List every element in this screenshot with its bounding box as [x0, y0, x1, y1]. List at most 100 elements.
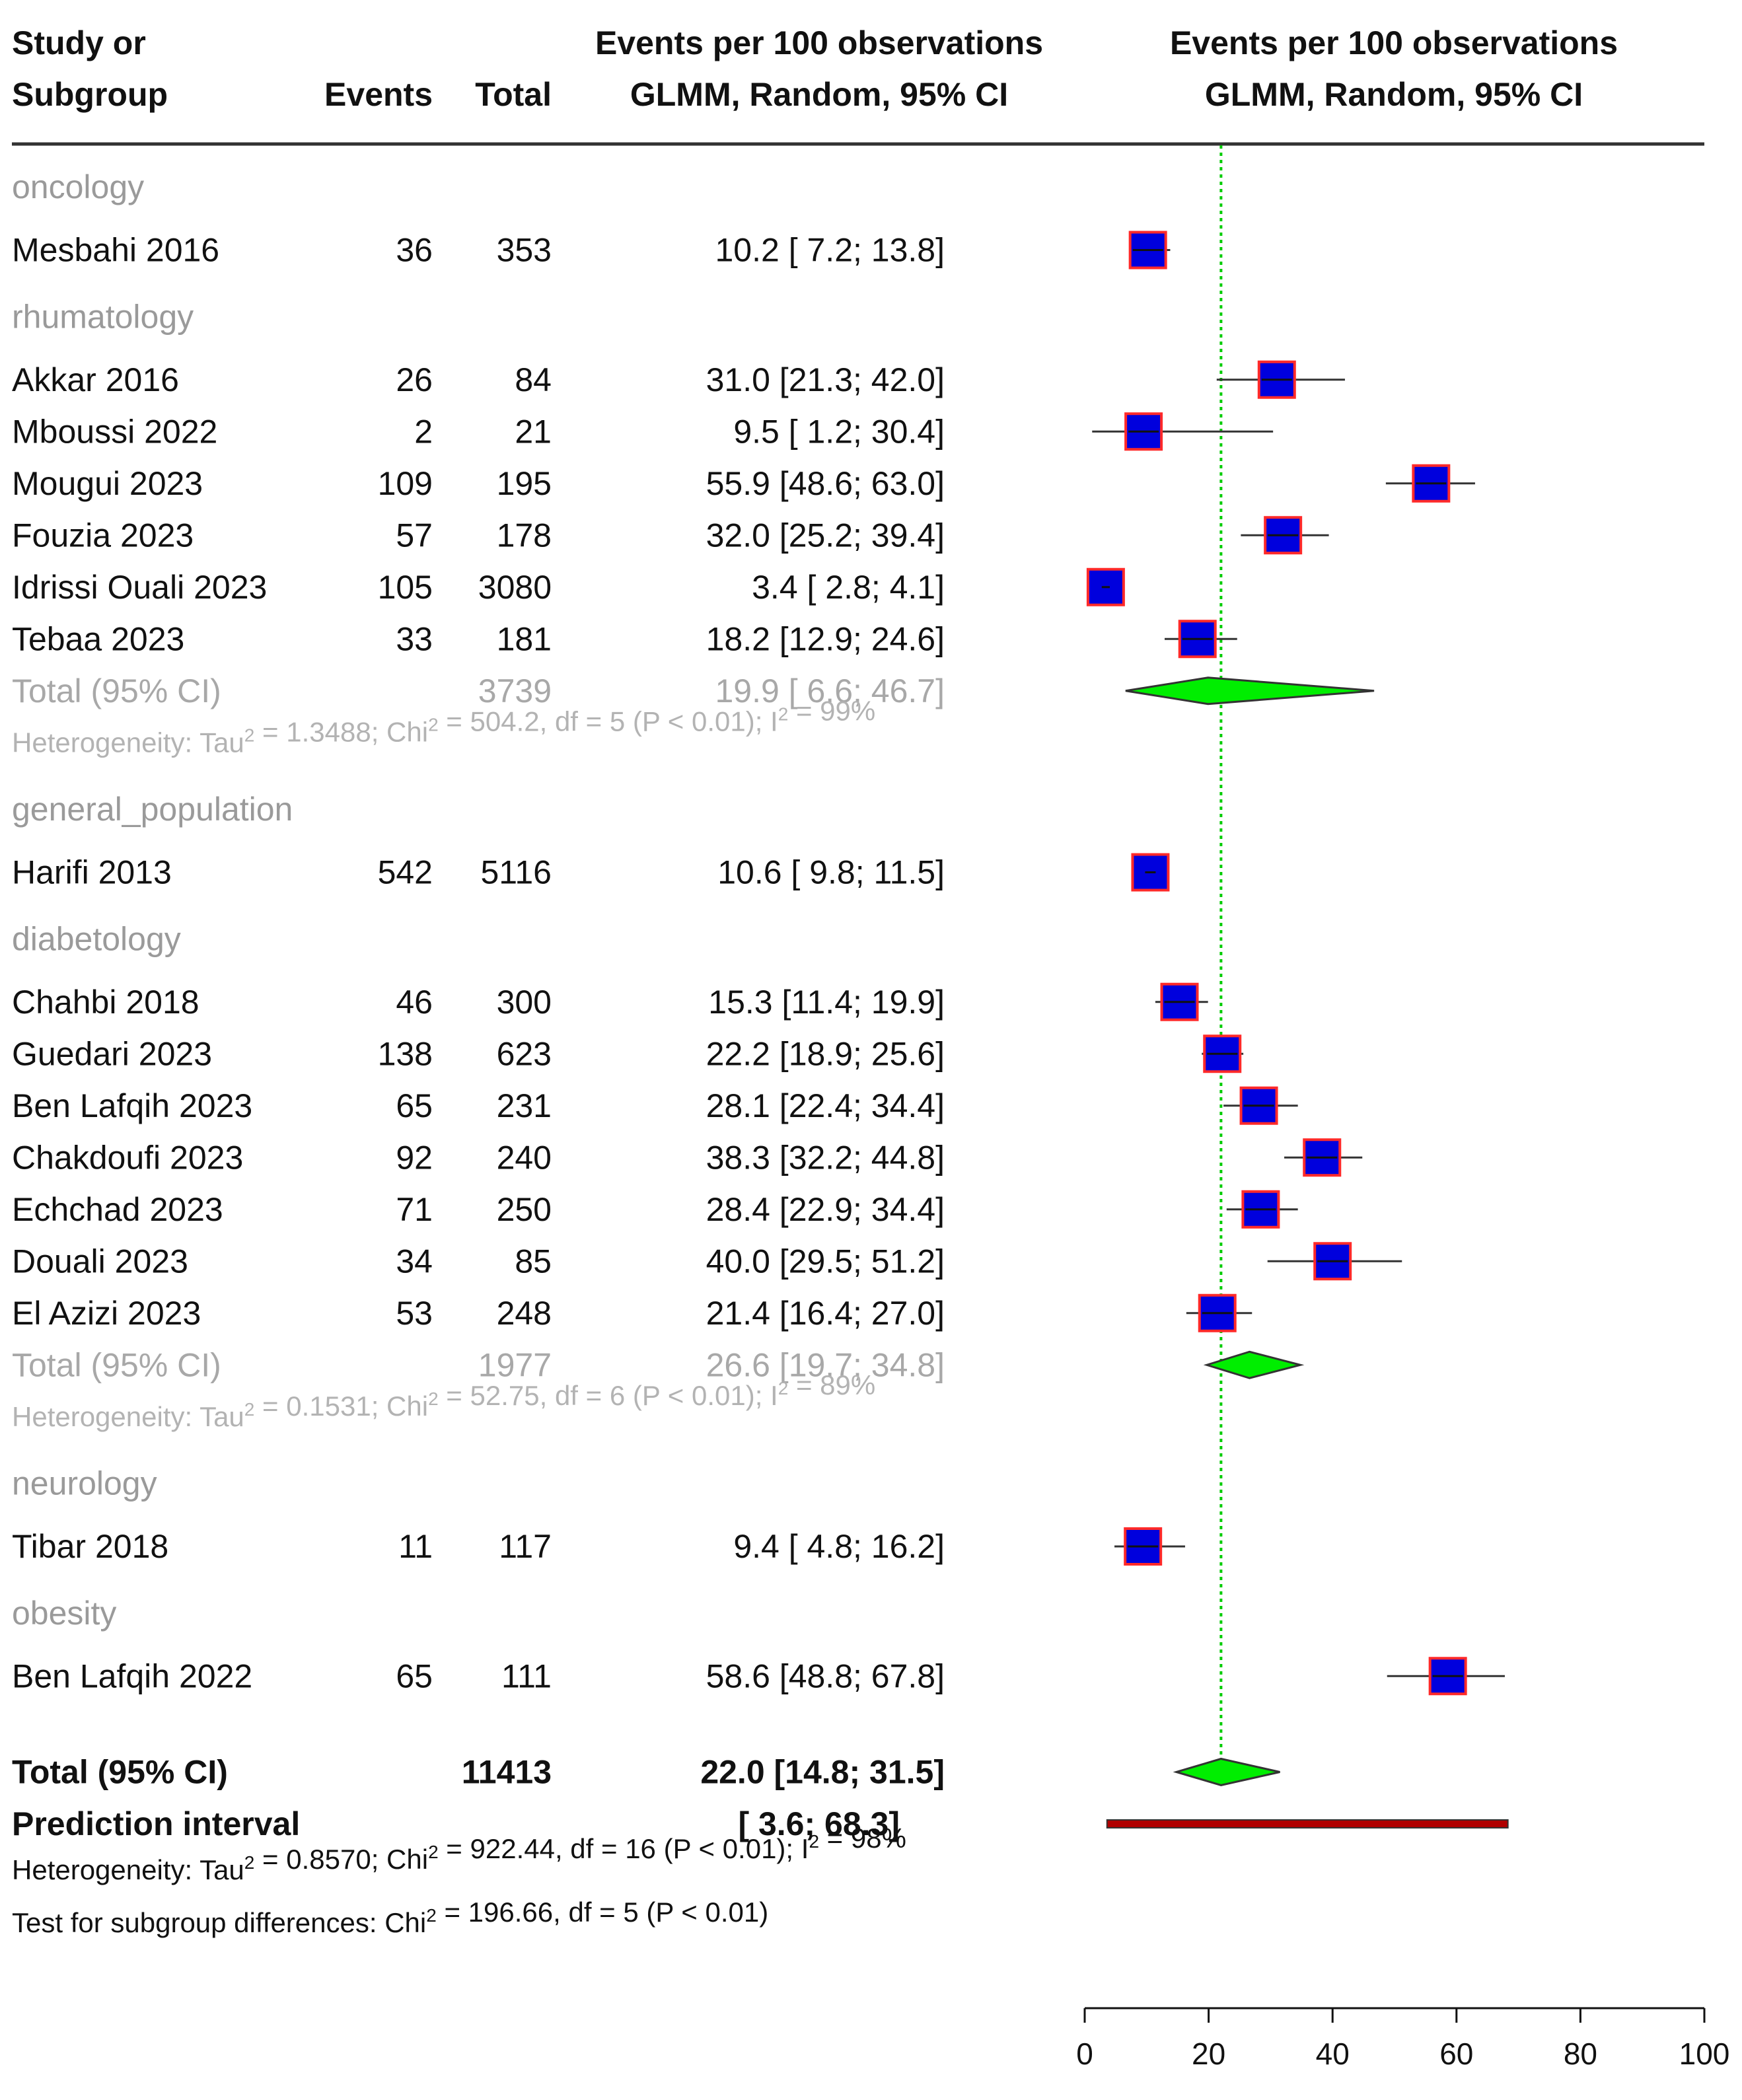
table-row: Guedari 2023 138 623 22.2 [18.9; 25.6]: [12, 1034, 1244, 1073]
subtotal-label: Total (95% CI): [12, 1346, 221, 1383]
study-total: 111: [501, 1657, 552, 1694]
study-total: 178: [497, 517, 552, 554]
study-ci-text: 38.3 [32.2; 44.8]: [706, 1139, 945, 1176]
study-events: 26: [396, 361, 433, 398]
prediction-row: Prediction interval [ 3.6; 68.3]: [12, 1805, 1509, 1842]
subgroup-label: oncology: [12, 168, 144, 205]
study-name: Guedari 2023: [12, 1035, 212, 1072]
study-marker: [1128, 231, 1171, 270]
prediction-bar: [1106, 1819, 1509, 1828]
study-total: 84: [515, 361, 552, 398]
study-ci-text: 58.6 [48.8; 67.8]: [706, 1657, 945, 1694]
study-events: 46: [396, 984, 433, 1021]
subtotal-label: Total (95% CI): [12, 672, 221, 709]
study-events: 2: [414, 413, 433, 450]
study-total: 240: [497, 1139, 552, 1176]
overall-total: 11413: [462, 1753, 552, 1790]
study-name: El Azizi 2023: [12, 1295, 201, 1332]
header-total: Total: [475, 76, 552, 113]
table-row: Tibar 2018 11 117 9.4 [ 4.8; 16.2]: [12, 1527, 1185, 1566]
study-ci-text: 3.4 [ 2.8; 4.1]: [752, 569, 945, 606]
header-plot-title: Events per 100 observations: [1170, 24, 1618, 61]
study-ci-text: 9.5 [ 1.2; 30.4]: [733, 413, 945, 450]
table-row: Douali 2023 34 85 40.0 [29.5; 51.2]: [12, 1242, 1402, 1281]
table-row: Ben Lafqih 2023 65 231 28.1 [22.4; 34.4]: [12, 1086, 1298, 1125]
study-total: 85: [515, 1243, 552, 1280]
axis-tick-label: 80: [1564, 2037, 1597, 2071]
study-name: Mesbahi 2016: [12, 232, 219, 269]
study-events: 34: [396, 1243, 433, 1280]
overall-heterogeneity: Heterogeneity: Tau2 = 0.8570; Chi2 = 922…: [12, 1823, 906, 1885]
table-row: Chakdoufi 2023 92 240 38.3 [32.2; 44.8]: [12, 1138, 1363, 1177]
header-events: Events: [324, 76, 433, 113]
subtotal-total: 3739: [478, 672, 552, 709]
subtotal-row: Total (95% CI) 1977 26.6 [19.7; 34.8]: [12, 1346, 1305, 1383]
axis-tick-label: 40: [1316, 2037, 1350, 2071]
study-total: 250: [497, 1191, 552, 1228]
study-total: 300: [497, 984, 552, 1021]
study-ci-text: 28.1 [22.4; 34.4]: [706, 1087, 945, 1124]
study-name: Echchad 2023: [12, 1191, 223, 1228]
subtotal-total: 1977: [478, 1346, 552, 1383]
study-events: 138: [378, 1035, 433, 1072]
study-name: Douali 2023: [12, 1243, 188, 1280]
subgroup-label: neurology: [12, 1465, 157, 1502]
subtotal-row: Total (95% CI) 3739 19.9 [ 6.6; 46.7]: [12, 672, 1375, 709]
study-name: Chahbi 2018: [12, 984, 200, 1021]
axis-tick-label: 60: [1439, 2037, 1473, 2071]
study-marker: [1086, 567, 1125, 606]
subgroup-label: rhumatology: [12, 298, 194, 335]
study-ci-text: 40.0 [29.5; 51.2]: [706, 1243, 945, 1280]
overall-diamond: [1173, 1757, 1280, 1787]
header-method: GLMM, Random, 95% CI: [630, 76, 1008, 113]
subtotal-ci-text: 26.6 [19.7; 34.8]: [706, 1346, 945, 1383]
subtotal-diamond: [1203, 1350, 1305, 1379]
study-marker: [1114, 1527, 1185, 1566]
table-row: Idrissi Ouali 2023 105 3080 3.4 [ 2.8; 4.1]: [12, 567, 1125, 606]
study-name: Mboussi 2022: [12, 413, 217, 450]
table-row: Tebaa 2023 33 181 18.2 [12.9; 24.6]: [12, 620, 1237, 659]
subtotal-ci-text: 19.9 [ 6.6; 46.7]: [715, 672, 945, 709]
table-row: El Azizi 2023 53 248 21.4 [16.4; 27.0]: [12, 1293, 1252, 1332]
axis-tick-label: 20: [1192, 2037, 1225, 2071]
subgroup-label: diabetology: [12, 920, 181, 957]
header-plot-method: GLMM, Random, 95% CI: [1205, 76, 1583, 113]
study-events: 109: [378, 465, 433, 502]
prediction-ci-text: [ 3.6; 68.3]: [738, 1805, 900, 1842]
table-row: Mougui 2023 109 195 55.9 [48.6; 63.0]: [12, 464, 1475, 503]
study-ci-text: 55.9 [48.6; 63.0]: [706, 465, 945, 502]
study-ci-text: 32.0 [25.2; 39.4]: [706, 517, 945, 554]
study-events: 65: [396, 1087, 433, 1124]
table-row: Harifi 2013 542 5116 10.6 [ 9.8; 11.5]: [12, 853, 1170, 892]
study-ci-text: 28.4 [22.9; 34.4]: [706, 1191, 945, 1228]
study-total: 3080: [478, 569, 552, 606]
study-marker: [1131, 853, 1170, 892]
study-marker: [1216, 360, 1345, 399]
subgroup-label: general_population: [12, 791, 293, 828]
study-ci-text: 9.4 [ 4.8; 16.2]: [733, 1528, 945, 1565]
x-axis: 0 20 40 60 80 100: [1076, 2007, 1730, 2071]
study-events: 11: [398, 1528, 433, 1565]
study-events: 92: [396, 1139, 433, 1176]
study-events: 65: [396, 1657, 433, 1694]
header-effect: Events per 100 observations: [595, 24, 1043, 61]
study-total: 5116: [480, 854, 552, 891]
table-row: Fouzia 2023 57 178 32.0 [25.2; 39.4]: [12, 516, 1329, 555]
study-total: 353: [497, 232, 552, 269]
subgroup-test: Test for subgroup differences: Chi2 = 19…: [12, 1897, 768, 1938]
study-marker: [1223, 1086, 1298, 1125]
study-total: 231: [497, 1087, 552, 1124]
subgroup-heterogeneity: Heterogeneity: Tau2 = 0.1531; Chi2 = 52.…: [12, 1369, 875, 1432]
study-name: Mougui 2023: [12, 465, 203, 502]
study-total: 21: [515, 413, 552, 450]
study-events: 36: [396, 232, 433, 269]
study-total: 248: [497, 1295, 552, 1332]
study-ci-text: 18.2 [12.9; 24.6]: [706, 620, 945, 657]
subgroup-label: obesity: [12, 1595, 116, 1632]
axis-tick-label: 100: [1679, 2037, 1730, 2071]
rows-layer: oncology Mesbahi 2016 36 353 10.2 [ 7.2; 13.…: [12, 168, 1509, 1938]
study-total: 117: [499, 1528, 552, 1565]
study-events: 33: [396, 620, 433, 657]
overall-label: Total (95% CI): [12, 1753, 228, 1790]
